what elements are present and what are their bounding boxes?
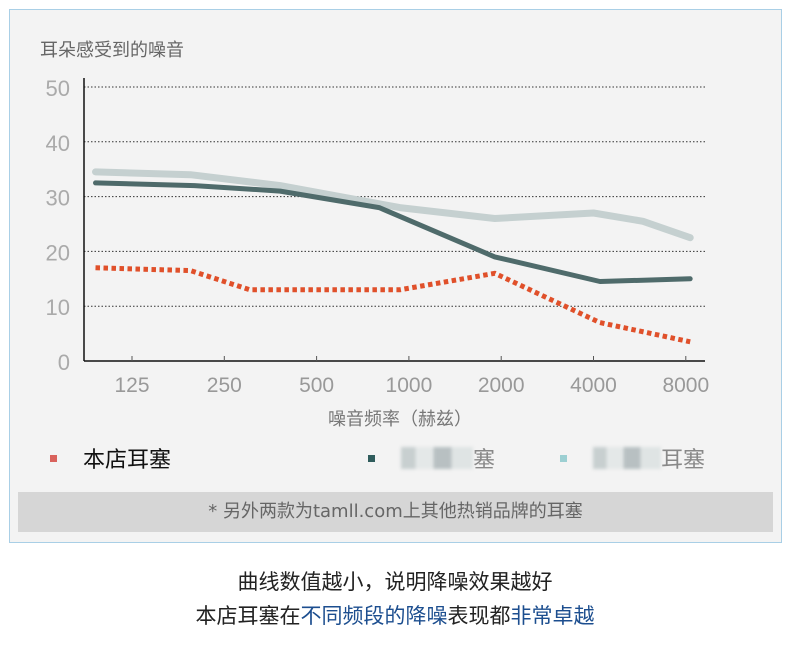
x-tick-label: 2000	[478, 374, 525, 397]
legend-item-brand-m: 耳塞	[560, 442, 705, 474]
y-tick-label: 40	[46, 131, 70, 156]
x-tick-label: 125	[114, 374, 149, 397]
series-line-0	[95, 265, 691, 345]
legend-label: 塞	[473, 448, 496, 473]
caption-text: 表现都	[447, 604, 511, 628]
x-tick-label: 4000	[570, 374, 617, 397]
y-tick-label: 30	[46, 186, 70, 211]
x-tick-label: 500	[299, 374, 334, 397]
series-line-2	[92, 168, 694, 242]
y-tick-label: 10	[46, 295, 70, 320]
caption-highlight: 非常卓越	[510, 604, 595, 628]
caption-highlight: 不同频段的降噪	[300, 604, 448, 628]
y-tick-label: 0	[58, 350, 70, 375]
caption-line-2: 本店耳塞在不同频段的降噪表现都非常卓越	[0, 600, 790, 630]
legend-item-ours: 本店耳塞	[50, 442, 171, 474]
x-axis-label: 噪音频率（赫兹）	[328, 409, 472, 430]
legend-swatch	[560, 454, 567, 462]
chart-title: 耳朵感受到的噪音	[40, 40, 184, 61]
line-chart: 0 10 20 30 40 50 125 250 500 1000 2000 4000 8000 噪音频率…	[46, 76, 710, 430]
legend-swatch	[368, 454, 375, 462]
y-tick-label: 20	[46, 240, 70, 265]
blurred-brand-name	[593, 447, 661, 469]
legend-item-brand-b: 塞	[368, 442, 495, 474]
footnote-bar: * 另外两款为tamll.com上其他热销品牌的耳塞	[18, 492, 773, 532]
series-line-1	[93, 180, 693, 284]
blurred-brand-name	[401, 447, 473, 469]
caption-text: 本店耳塞在	[195, 604, 301, 628]
x-tick-label: 250	[207, 374, 242, 397]
legend-swatch	[50, 454, 57, 462]
y-tick-label: 50	[46, 76, 70, 101]
x-tick-label: 1000	[386, 374, 433, 397]
caption-line-1: 曲线数值越小，说明降噪效果越好	[237, 570, 553, 594]
x-tick-label: 8000	[662, 374, 709, 397]
legend-label: 耳塞	[661, 448, 706, 473]
legend-label: 本店耳塞	[83, 448, 172, 473]
